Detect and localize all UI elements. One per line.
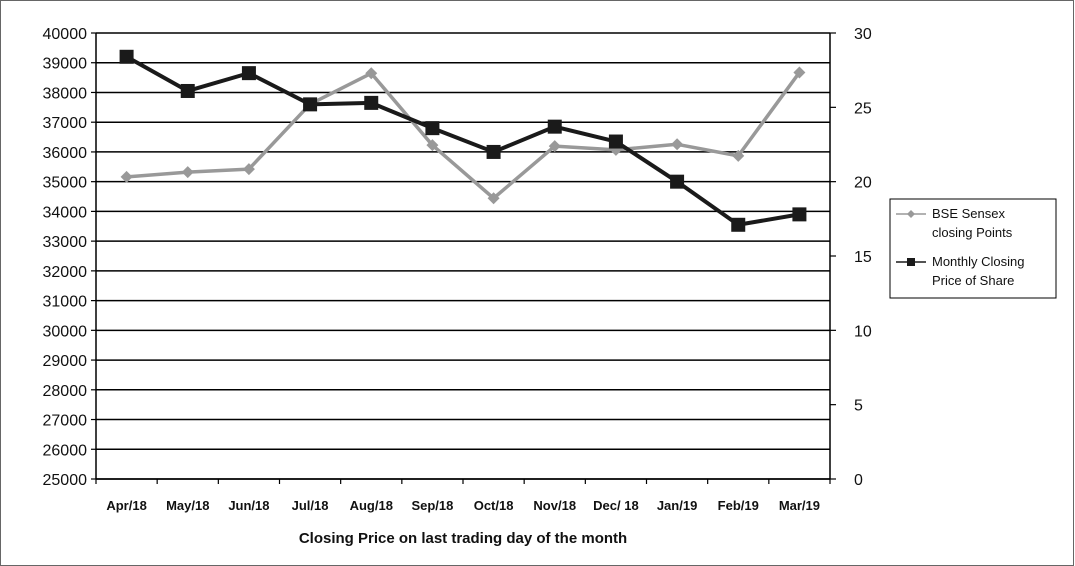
series-group [119, 49, 807, 232]
legend-entry: Monthly Closing Price of Share [896, 254, 1025, 288]
left-tick-label: 25000 [43, 472, 88, 489]
series-line [126, 71, 801, 201]
legend-marker-square [907, 258, 915, 266]
legend-entry: BSE Sensex closing Points [896, 206, 1013, 240]
left-tick-label: 26000 [43, 442, 88, 459]
data-point-diamond [365, 67, 378, 80]
data-point-diamond [793, 66, 806, 79]
x-tick-label: Jun/18 [228, 498, 269, 513]
legend-label: Monthly Closing [932, 254, 1025, 269]
left-y-axis-ticks: 25000 26000 27000 28000 29000 30000 31000 32000… [43, 26, 96, 489]
right-tick-label: 5 [854, 398, 863, 415]
data-point-diamond [426, 139, 439, 152]
left-tick-label: 37000 [43, 115, 88, 132]
data-point-square [792, 207, 807, 222]
legend-label: closing Points [932, 225, 1013, 240]
left-tick-label: 29000 [43, 353, 88, 370]
x-tick-label: Jul/18 [292, 498, 329, 513]
x-tick-label: Apr/18 [106, 498, 146, 513]
x-tick-label: May/18 [166, 498, 209, 513]
data-point-square [547, 119, 562, 134]
left-tick-label: 33000 [43, 234, 88, 251]
legend-label: Price of Share [932, 273, 1014, 288]
right-tick-label: 20 [854, 175, 872, 192]
data-point-square [486, 144, 501, 159]
x-axis-ticks: Apr/18 May/18 Jun/18 Jul/18 Aug/18 Sep/18 Oct/… [95, 479, 831, 513]
left-tick-label: 40000 [43, 26, 88, 43]
x-tick-label: Oct/18 [474, 498, 514, 513]
right-y-axis-ticks: 0 5 10 15 20 25 30 [830, 26, 872, 489]
data-point-diamond [487, 192, 500, 205]
data-point-diamond [242, 163, 255, 176]
left-tick-label: 31000 [43, 294, 88, 311]
data-point-diamond [671, 138, 684, 151]
data-point-diamond [732, 149, 745, 162]
left-tick-label: 39000 [43, 56, 88, 73]
series-1 [120, 66, 806, 205]
left-tick-label: 34000 [43, 204, 88, 221]
right-tick-label: 15 [854, 249, 872, 266]
data-point-diamond [548, 140, 561, 153]
left-tick-label: 28000 [43, 383, 88, 400]
x-tick-label: Nov/18 [533, 498, 576, 513]
x-tick-label: Jan/19 [657, 498, 697, 513]
data-point-square [303, 97, 318, 112]
data-point-square [425, 121, 440, 136]
x-tick-label: Aug/18 [350, 498, 393, 513]
x-axis-title: Closing Price on last trading day of the… [299, 530, 627, 547]
x-tick-label: Dec/ 18 [593, 498, 639, 513]
x-tick-label: Mar/19 [779, 498, 820, 513]
left-tick-label: 38000 [43, 85, 88, 102]
left-tick-label: 27000 [43, 413, 88, 430]
right-tick-label: 0 [854, 472, 863, 489]
legend-label: BSE Sensex [932, 206, 1005, 221]
data-point-square [608, 134, 623, 149]
left-tick-label: 30000 [43, 323, 88, 340]
right-tick-label: 25 [854, 100, 872, 117]
legend: BSE Sensex closing Points Monthly Closing P… [889, 198, 1057, 299]
right-tick-label: 30 [854, 26, 872, 43]
data-point-diamond [120, 170, 133, 183]
data-point-square [364, 95, 379, 110]
left-tick-label: 35000 [43, 175, 88, 192]
x-tick-label: Feb/19 [718, 498, 759, 513]
series-2 [119, 49, 807, 232]
right-tick-label: 10 [854, 323, 872, 340]
data-point-diamond [181, 166, 194, 179]
data-point-square [241, 66, 256, 81]
data-point-square [731, 217, 746, 232]
left-tick-label: 36000 [43, 145, 88, 162]
data-point-square [119, 49, 134, 64]
left-tick-label: 32000 [43, 264, 88, 281]
legend-box [889, 198, 1057, 299]
data-point-square [180, 83, 195, 98]
legend-marker-diamond [907, 210, 915, 218]
x-tick-label: Sep/18 [411, 498, 453, 513]
data-point-square [670, 174, 685, 189]
series-line [125, 55, 800, 227]
